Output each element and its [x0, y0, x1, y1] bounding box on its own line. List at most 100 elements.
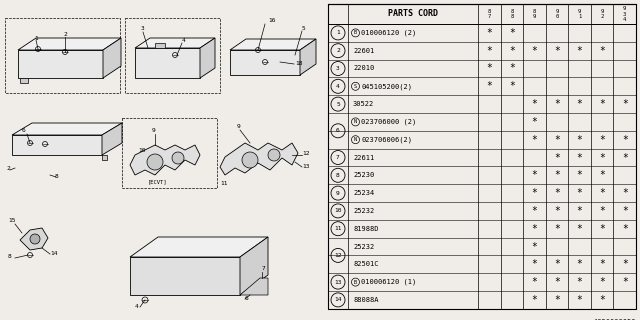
Text: 4: 4	[182, 38, 186, 43]
Text: *: *	[599, 188, 605, 198]
Text: *: *	[577, 277, 582, 287]
Text: 1: 1	[34, 36, 38, 41]
Text: 10: 10	[138, 148, 145, 153]
Text: *: *	[599, 46, 605, 56]
Text: *: *	[577, 224, 582, 234]
Text: *: *	[554, 188, 560, 198]
Text: 10: 10	[334, 208, 342, 213]
Text: 14: 14	[50, 251, 58, 256]
Text: 4: 4	[336, 84, 340, 89]
Text: *: *	[622, 224, 628, 234]
Text: 11: 11	[220, 181, 227, 186]
Text: *: *	[577, 46, 582, 56]
Text: 9
3
4: 9 3 4	[623, 6, 627, 22]
Text: *: *	[622, 135, 628, 145]
Text: 82501C: 82501C	[353, 261, 378, 267]
Text: 13: 13	[302, 164, 310, 169]
Text: *: *	[531, 188, 538, 198]
Polygon shape	[135, 38, 215, 48]
Polygon shape	[18, 38, 121, 50]
Text: *: *	[554, 135, 560, 145]
Text: 8
8: 8 8	[510, 9, 513, 19]
Text: 4: 4	[135, 304, 139, 309]
Text: *: *	[531, 295, 538, 305]
Text: *: *	[599, 224, 605, 234]
Polygon shape	[102, 155, 107, 160]
Polygon shape	[200, 38, 215, 78]
Text: *: *	[486, 28, 492, 38]
Polygon shape	[12, 135, 102, 155]
Text: 30522: 30522	[353, 101, 374, 107]
Text: 88088A: 88088A	[353, 297, 378, 303]
Text: 12: 12	[302, 151, 310, 156]
Text: 2: 2	[6, 166, 10, 171]
Circle shape	[30, 234, 40, 244]
Text: 9
2: 9 2	[600, 9, 604, 19]
Text: *: *	[531, 206, 538, 216]
Polygon shape	[20, 228, 48, 250]
Text: *: *	[622, 99, 628, 109]
Text: *: *	[531, 117, 538, 127]
Text: A096000050: A096000050	[593, 319, 636, 320]
Text: 15: 15	[8, 218, 15, 223]
Text: *: *	[577, 188, 582, 198]
Text: 2: 2	[63, 33, 67, 37]
Text: *: *	[622, 206, 628, 216]
Text: *: *	[577, 170, 582, 180]
Text: 6: 6	[22, 128, 26, 133]
Text: *: *	[509, 28, 515, 38]
Text: 2: 2	[336, 48, 340, 53]
Text: *: *	[599, 277, 605, 287]
Text: 9
1: 9 1	[578, 9, 581, 19]
Text: *: *	[531, 135, 538, 145]
Text: *: *	[599, 99, 605, 109]
Text: 023706006(2): 023706006(2)	[361, 136, 412, 143]
Text: *: *	[622, 188, 628, 198]
Text: 22611: 22611	[353, 155, 374, 161]
Text: 22601: 22601	[353, 48, 374, 54]
Text: *: *	[599, 206, 605, 216]
Text: 12: 12	[334, 253, 342, 258]
Polygon shape	[230, 50, 300, 75]
Polygon shape	[240, 278, 268, 295]
Polygon shape	[230, 39, 316, 50]
Polygon shape	[155, 43, 165, 48]
Text: 8
9: 8 9	[533, 9, 536, 19]
Text: PARTS CORD: PARTS CORD	[388, 10, 438, 19]
Text: 9: 9	[336, 191, 340, 196]
Text: 13: 13	[334, 280, 342, 284]
Polygon shape	[18, 50, 103, 78]
Text: *: *	[486, 81, 492, 91]
Text: *: *	[531, 99, 538, 109]
Text: 8: 8	[336, 173, 340, 178]
Text: *: *	[577, 295, 582, 305]
Text: 9: 9	[152, 128, 156, 133]
Text: *: *	[531, 224, 538, 234]
Text: 11: 11	[334, 226, 342, 231]
Circle shape	[242, 152, 258, 168]
Text: *: *	[509, 81, 515, 91]
Text: 18: 18	[295, 61, 303, 66]
Text: 9: 9	[237, 124, 241, 129]
Text: *: *	[554, 46, 560, 56]
Text: [ECVT]: [ECVT]	[148, 179, 168, 184]
Text: 5: 5	[302, 26, 306, 31]
Polygon shape	[135, 48, 200, 78]
Text: *: *	[554, 99, 560, 109]
Text: *: *	[554, 295, 560, 305]
Circle shape	[268, 149, 280, 161]
Text: *: *	[531, 170, 538, 180]
Text: *: *	[531, 259, 538, 269]
Text: *: *	[531, 277, 538, 287]
Polygon shape	[130, 237, 268, 257]
Text: S: S	[354, 84, 357, 89]
Text: *: *	[599, 295, 605, 305]
Text: 7: 7	[262, 266, 266, 271]
Text: 25230: 25230	[353, 172, 374, 178]
Text: B: B	[354, 280, 357, 284]
Text: *: *	[531, 46, 538, 56]
Text: *: *	[622, 153, 628, 163]
Text: 8: 8	[55, 174, 59, 179]
Text: 6: 6	[336, 128, 340, 133]
Text: 010006120 (2): 010006120 (2)	[361, 30, 416, 36]
